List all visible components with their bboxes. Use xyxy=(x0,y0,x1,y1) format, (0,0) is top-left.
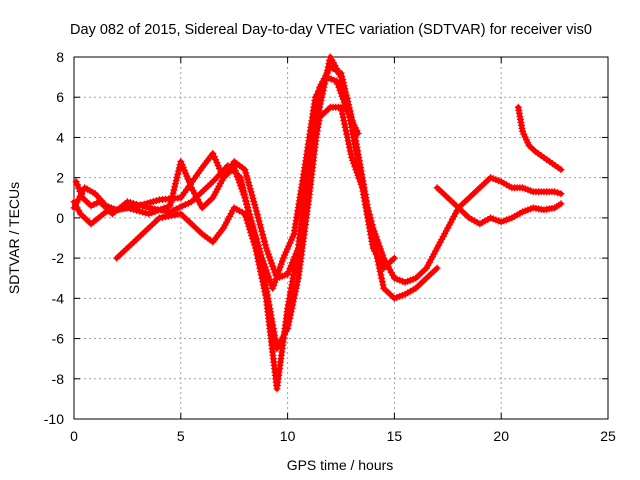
y-tick-label: 2 xyxy=(56,170,64,186)
x-tick-label: 0 xyxy=(70,428,78,444)
plot-frame xyxy=(73,56,609,420)
series-track-d xyxy=(433,184,565,228)
y-tick-label: -8 xyxy=(52,371,65,387)
y-tick-label: -2 xyxy=(52,250,65,266)
series-track-c xyxy=(113,103,565,393)
y-tick-label: 6 xyxy=(56,89,64,105)
series-markers xyxy=(514,103,565,174)
y-tick-label: 4 xyxy=(56,129,64,145)
series-track-e xyxy=(514,103,565,174)
series-track-f xyxy=(72,73,362,292)
x-tick-label: 10 xyxy=(280,428,296,444)
y-tick-label: 8 xyxy=(56,49,64,65)
x-tick-label: 25 xyxy=(600,428,616,444)
data-points xyxy=(70,53,565,393)
y-tick-label: -4 xyxy=(52,290,65,306)
x-axis-label: GPS time / hours xyxy=(287,457,394,473)
series-markers xyxy=(72,73,362,292)
series-markers xyxy=(433,184,565,228)
x-tick-label: 5 xyxy=(177,428,185,444)
series-line xyxy=(114,104,564,392)
x-tick-label: 20 xyxy=(493,428,509,444)
y-tick-label: -6 xyxy=(52,331,65,347)
x-tick-label: 15 xyxy=(387,428,403,444)
y-axis-label: SDTVAR / TECUs xyxy=(6,182,22,294)
chart-title: Day 082 of 2015, Sidereal Day-to-day VTE… xyxy=(70,22,592,38)
y-tick-label: -10 xyxy=(44,411,64,427)
series-markers xyxy=(113,103,565,393)
y-tick-label: 0 xyxy=(56,210,64,226)
